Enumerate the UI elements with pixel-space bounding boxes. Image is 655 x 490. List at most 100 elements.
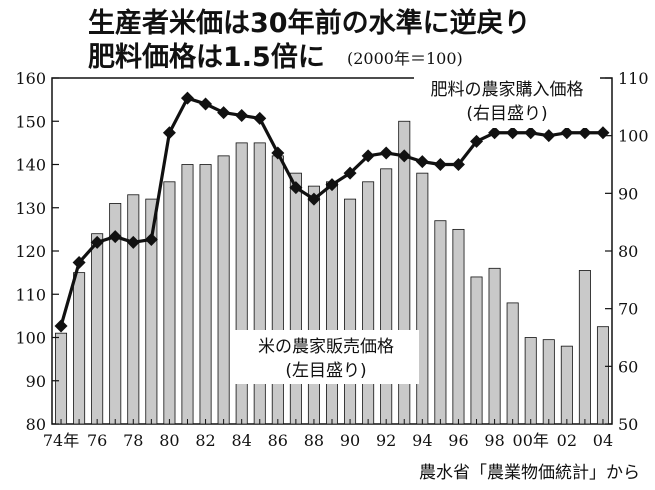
bar-1994 — [416, 172, 429, 425]
right-tick-label: 80 — [618, 242, 638, 261]
line-point-1980 — [162, 126, 176, 140]
line-point-1979 — [144, 232, 158, 246]
line-point-1997 — [470, 134, 484, 148]
left-tick-label: 160 — [15, 69, 46, 88]
x-tick-label: 04 — [593, 431, 613, 450]
left-tick-label: 90 — [26, 372, 46, 391]
x-tick-label: 86 — [268, 431, 288, 450]
line-point-1990 — [343, 166, 357, 180]
bar-2003 — [578, 270, 591, 425]
x-tick-label: 98 — [484, 431, 504, 450]
line-point-1995 — [433, 158, 447, 171]
x-tick-label: 02 — [557, 431, 577, 450]
line-point-1996 — [451, 158, 465, 171]
left-tick-label: 100 — [15, 329, 46, 348]
bar-1978 — [127, 194, 140, 425]
line-point-1974 — [54, 319, 68, 333]
line-point-1987 — [289, 181, 303, 195]
bar-2002 — [560, 345, 573, 425]
right-tick-label: 70 — [618, 300, 638, 319]
bar-1992 — [380, 168, 393, 425]
line-point-2002 — [560, 126, 574, 140]
line-point-1989 — [325, 178, 339, 192]
bar-1996 — [452, 228, 465, 425]
line-point-1999 — [506, 126, 520, 140]
bar-1984 — [235, 142, 248, 425]
bar-1991 — [362, 181, 375, 425]
bar-1976 — [91, 233, 104, 425]
bar-1980 — [163, 181, 176, 425]
bar-series-axis-note: (左目盛り) — [285, 361, 366, 381]
chart-title-line1: 生産者米価は30年前の水準に逆戻り — [88, 7, 531, 39]
left-tick-label: 140 — [15, 156, 46, 175]
x-tick-label: 92 — [376, 431, 396, 450]
x-tick-label: 74年 — [43, 431, 79, 450]
bar-1995 — [434, 220, 447, 425]
bar-1985 — [253, 142, 266, 425]
source-note: 農水省「農業物価統計」から — [419, 463, 640, 483]
bar-1998 — [488, 267, 501, 425]
line-point-1982 — [199, 97, 213, 111]
line-series-label: 肥料の農家購入価格 — [431, 80, 584, 100]
x-tick-label: 00年 — [513, 431, 549, 450]
line-point-1992 — [379, 146, 393, 160]
line-series-axis-note: (右目盛り) — [466, 104, 547, 124]
line-point-1998 — [488, 126, 502, 140]
bar-2001 — [542, 339, 555, 425]
left-tick-label: 150 — [15, 112, 46, 131]
line-point-2000 — [524, 126, 538, 140]
bar-series-label: 米の農家販売価格 — [258, 337, 394, 357]
line-point-1983 — [217, 106, 231, 120]
right-tick-label: 100 — [618, 127, 649, 146]
line-point-1984 — [235, 108, 249, 122]
bar-1988 — [307, 185, 320, 425]
line-point-1985 — [253, 111, 267, 125]
right-tick-label: 110 — [618, 69, 649, 88]
line-point-2001 — [542, 129, 556, 143]
left-tick-label: 130 — [15, 199, 46, 218]
bar-1990 — [344, 198, 357, 425]
line-point-1993 — [397, 149, 411, 163]
line-point-1994 — [415, 155, 429, 169]
x-tick-label: 90 — [340, 431, 360, 450]
x-tick-label: 94 — [412, 431, 432, 450]
left-tick-label: 120 — [15, 242, 46, 261]
left-tick-label: 80 — [26, 415, 46, 434]
line-point-1975 — [72, 256, 86, 270]
line-point-1978 — [126, 235, 140, 249]
line-label-backdrop — [414, 76, 600, 128]
bar-1999 — [506, 302, 519, 425]
bar-1975 — [73, 272, 86, 425]
bar-1974 — [55, 332, 68, 425]
line-point-1988 — [307, 192, 321, 206]
x-tick-label: 96 — [448, 431, 468, 450]
right-tick-label: 60 — [618, 357, 638, 376]
line-point-1977 — [108, 230, 122, 244]
left-axis: 80 90 100 110 120 130 140 150 160 — [15, 69, 59, 434]
chart-title-line2: 肥料価格は1.5倍に — [88, 41, 325, 73]
bar-1987 — [289, 172, 302, 425]
line-point-1991 — [361, 149, 375, 163]
right-tick-label: 90 — [618, 184, 638, 203]
bar-label-backdrop — [233, 330, 419, 384]
line-point-2004 — [596, 126, 610, 140]
x-tick-label: 78 — [123, 431, 143, 450]
x-tick-label: 80 — [159, 431, 179, 450]
line-point-1981 — [180, 91, 194, 105]
right-axis: 50 60 70 80 90 100 110 — [605, 69, 649, 434]
left-tick-label: 110 — [15, 285, 46, 304]
bar-1989 — [325, 181, 338, 425]
line-point-1976 — [90, 235, 104, 249]
bar-2000 — [524, 337, 537, 425]
x-axis: 74年 76 78 80 82 84 86 88 90 92 94 96 98 00年 02 04 — [43, 419, 613, 450]
chart-title-note: (2000年＝100) — [347, 49, 463, 68]
bar-2004 — [596, 326, 609, 425]
right-tick-label: 50 — [618, 415, 638, 434]
bar-1983 — [217, 155, 230, 425]
bar-1982 — [199, 164, 212, 425]
x-tick-label: 88 — [304, 431, 324, 450]
x-tick-label: 82 — [195, 431, 215, 450]
x-tick-label: 76 — [87, 431, 107, 450]
